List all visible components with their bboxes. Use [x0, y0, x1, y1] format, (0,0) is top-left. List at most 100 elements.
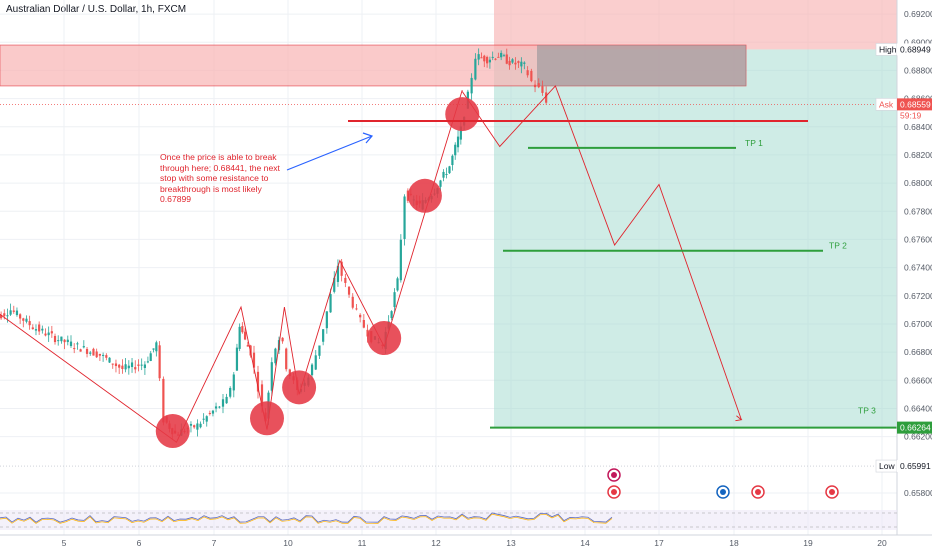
candle-body [22, 318, 25, 321]
candle-body [121, 365, 124, 370]
candle-body [403, 196, 406, 239]
candle-body [541, 86, 544, 93]
candle-body [270, 362, 273, 391]
candle-body [6, 315, 9, 317]
candle-body [459, 126, 462, 140]
candle-body [73, 348, 76, 350]
candle-body [477, 54, 480, 60]
y-tick-label: 0.68400 [904, 122, 932, 132]
event-flag-icon-dot [755, 489, 761, 495]
high-tag-label: High [879, 44, 897, 54]
y-tick-label: 0.66800 [904, 347, 932, 357]
candle-body [118, 364, 121, 368]
candle-body [134, 367, 137, 370]
low-tag-label: Low [879, 461, 895, 471]
candle-body [79, 349, 82, 352]
candle-body [9, 310, 12, 315]
candle-body [130, 362, 134, 368]
price-axis-bg [897, 0, 932, 550]
candle-body [454, 144, 457, 156]
chart-title: Australian Dollar / U.S. Dollar, 1h, FXC… [6, 4, 187, 15]
candle-body [140, 364, 143, 366]
candle-body [95, 351, 98, 358]
candle-body [25, 318, 28, 322]
candle-body [322, 329, 325, 342]
candle-body [82, 346, 85, 348]
candle-body [288, 369, 291, 377]
candle-body [485, 57, 489, 64]
candle-body [3, 313, 6, 316]
x-tick-label: 10 [283, 538, 293, 548]
x-tick-label: 14 [580, 538, 590, 548]
candle-body [44, 333, 47, 336]
candle-body [127, 365, 130, 369]
candle-body [31, 327, 34, 330]
candle-body [158, 345, 161, 379]
ask-tag-label: Ask [879, 99, 894, 109]
y-tick-label: 0.67400 [904, 263, 932, 273]
candle-body [241, 326, 244, 333]
candle-body [359, 314, 362, 318]
annotation-arrowhead [362, 132, 374, 144]
event-flag-icon-dot [611, 472, 617, 478]
candle-body [362, 319, 365, 328]
x-tick-label: 5 [62, 538, 67, 548]
swing-circle [407, 178, 442, 213]
candle-body [34, 329, 38, 331]
candle-body [211, 410, 215, 414]
swing-circle [367, 321, 402, 356]
candle-body [60, 336, 63, 342]
candle-body [260, 384, 264, 407]
candle-body [196, 423, 199, 430]
candle-body [162, 378, 165, 423]
candle-body [47, 332, 50, 336]
high-tag-value-box [897, 43, 932, 56]
candle-body [310, 364, 314, 376]
candle-body [225, 396, 228, 404]
candle-body [199, 423, 202, 428]
y-tick-label: 0.66600 [904, 375, 932, 385]
candle-body [66, 339, 69, 343]
candle-body [202, 418, 205, 420]
candle-body [491, 56, 494, 58]
candle-body [89, 352, 92, 354]
candle-body [340, 261, 343, 276]
y-tick-label: 0.65800 [904, 488, 932, 498]
swing-zigzag [0, 90, 463, 443]
candle-body [480, 57, 483, 59]
candle-body [143, 364, 146, 368]
candle-body [451, 155, 454, 166]
candle-body [235, 347, 239, 371]
ask-tag-value-box [897, 98, 932, 111]
projection-arrowhead [735, 415, 743, 422]
x-tick-label: 6 [137, 538, 142, 548]
candle-body [396, 278, 399, 291]
candle-body [189, 423, 193, 426]
candle-body [98, 353, 101, 356]
candle-body [281, 337, 284, 342]
y-tick-label: 0.68800 [904, 65, 932, 75]
swing-circle [445, 97, 480, 132]
candle-body [448, 166, 451, 174]
candle-body [442, 171, 445, 178]
candle-body [545, 92, 548, 103]
candle-body [208, 413, 211, 415]
low-tag-value: 0.65991 [900, 461, 931, 471]
candle-body [406, 190, 409, 201]
candle-body [218, 406, 221, 408]
candle-body [526, 70, 529, 76]
candle-body [102, 354, 105, 356]
x-tick-label: 20 [877, 538, 887, 548]
candle-body [523, 62, 526, 64]
x-tick-label: 12 [431, 538, 441, 548]
candle-body [508, 60, 511, 66]
candle-body [229, 387, 232, 397]
candle-body [314, 355, 317, 370]
candle-body [511, 59, 514, 63]
stop-zone [494, 0, 897, 50]
candle-body [38, 324, 41, 332]
candle-body [111, 363, 114, 365]
candle-body [252, 352, 256, 368]
y-tick-label: 0.69200 [904, 9, 932, 19]
